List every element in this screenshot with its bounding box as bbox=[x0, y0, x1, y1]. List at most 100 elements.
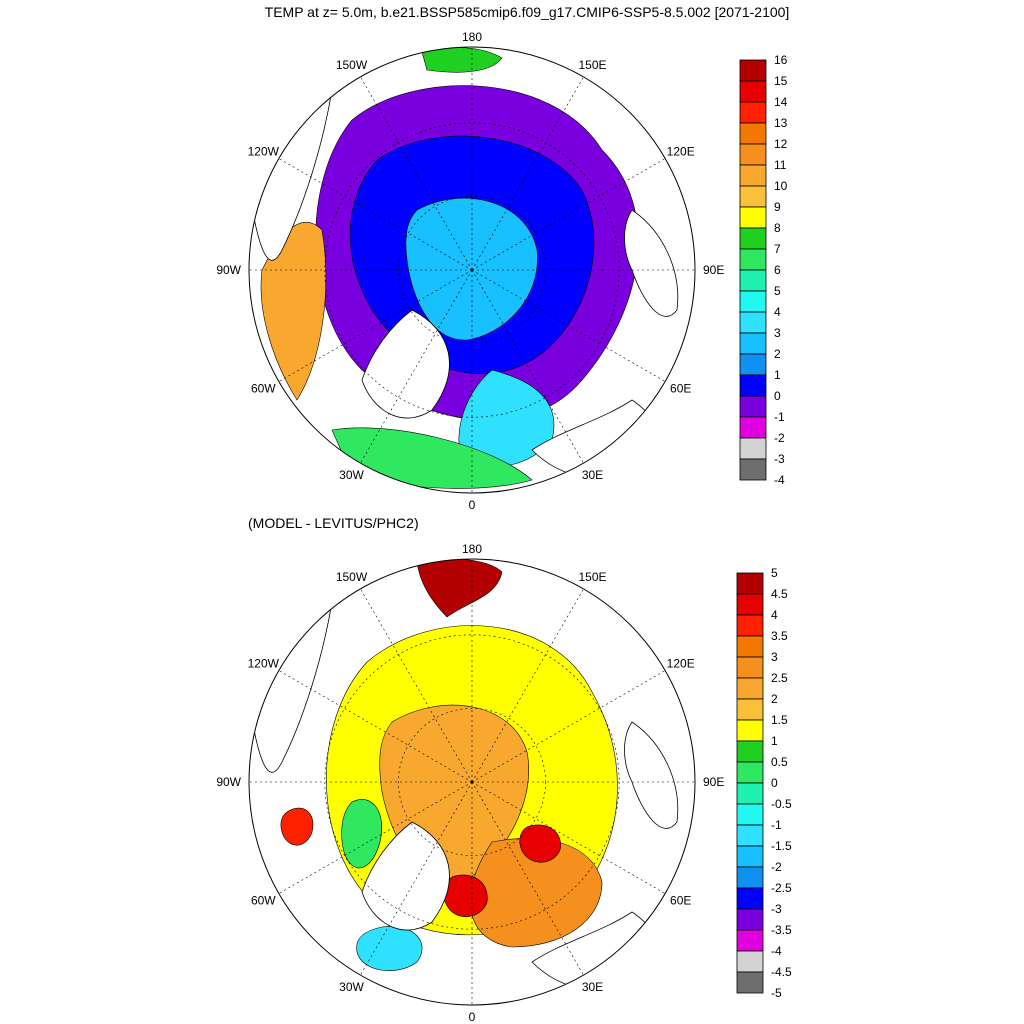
map-border bbox=[248, 46, 696, 494]
colorbar-box bbox=[739, 248, 767, 271]
colorbar-label: 3.5 bbox=[771, 629, 788, 643]
meridian-210 bbox=[360, 76, 473, 271]
colorbar-box bbox=[736, 971, 764, 994]
colorbar-box bbox=[739, 395, 767, 418]
colorbar-label: -3.5 bbox=[771, 923, 792, 937]
colorbar-box bbox=[736, 845, 764, 868]
region-canadian-archipelago bbox=[341, 799, 382, 869]
colorbar-label: 4 bbox=[774, 305, 781, 319]
colorbar-label: 2 bbox=[771, 692, 778, 706]
colorbar-label: 15 bbox=[774, 74, 788, 88]
colorbar-label: 0 bbox=[774, 389, 781, 403]
lon-label-lower-left-outer: 30W bbox=[339, 468, 364, 482]
colorbar-label: 9 bbox=[774, 200, 781, 214]
colorbar-box bbox=[736, 866, 764, 889]
colorbar-label: 8 bbox=[774, 221, 781, 235]
colorbar-label: 7 bbox=[774, 242, 781, 256]
colorbar-label: -2 bbox=[771, 860, 782, 874]
land-1 bbox=[361, 821, 450, 931]
panel-top: TEMP at z= 5.0m, b.e21.BSSP585cmip6.f09_… bbox=[216, 4, 789, 512]
colorbar-box bbox=[736, 908, 764, 931]
meridian-120 bbox=[471, 158, 666, 271]
region-nordic-seas-south bbox=[260, 221, 327, 401]
colorbar-label: 10 bbox=[774, 179, 788, 193]
lon-label-upper-left-outer: 150W bbox=[336, 58, 368, 72]
colorbar-label: 4.5 bbox=[771, 587, 788, 601]
lon-label-upper-right-outer: 150E bbox=[578, 58, 606, 72]
meridian-120 bbox=[471, 670, 666, 783]
colorbar-box bbox=[736, 614, 764, 637]
colorbar-label: 13 bbox=[774, 116, 788, 130]
colorbar-label: -1.5 bbox=[771, 839, 792, 853]
map-area bbox=[249, 47, 695, 493]
colorbar-box bbox=[739, 143, 767, 166]
colorbar-label: 2 bbox=[774, 347, 781, 361]
colorbar-box bbox=[739, 332, 767, 355]
colorbar-box bbox=[739, 269, 767, 292]
colorbar-label: 6 bbox=[774, 263, 781, 277]
colorbar-label: 4 bbox=[771, 608, 778, 622]
colorbar-box bbox=[739, 416, 767, 439]
colorbar-label: -0.5 bbox=[771, 797, 792, 811]
colorbar-label: -5 bbox=[771, 986, 782, 1000]
region-kara-sea-hotspot bbox=[519, 824, 561, 863]
lon-label-lower-right-inner: 60E bbox=[670, 382, 691, 396]
land-3 bbox=[624, 721, 679, 829]
land-1 bbox=[361, 309, 450, 419]
lon-label-upper-left-inner: 120W bbox=[248, 145, 280, 159]
colorbar-box bbox=[736, 677, 764, 700]
colorbar-box bbox=[736, 824, 764, 847]
lon-label-lower-left-inner: 60W bbox=[251, 894, 276, 908]
colorbar-label: 1 bbox=[774, 368, 781, 382]
lon-label-upper-right-inner: 120E bbox=[667, 657, 695, 671]
meridian-330 bbox=[360, 781, 473, 976]
colorbar-box bbox=[736, 887, 764, 910]
colorbar-label: 0.5 bbox=[771, 755, 788, 769]
meridian-150 bbox=[471, 76, 584, 271]
lat-circle-0 bbox=[398, 196, 546, 344]
colorbar-label: -1 bbox=[774, 410, 785, 424]
meridian-300 bbox=[278, 269, 473, 382]
lon-label-lower-right-inner: 60E bbox=[670, 894, 691, 908]
lon-label-lower-left-outer: 30W bbox=[339, 980, 364, 994]
colorbar-label: 3 bbox=[774, 326, 781, 340]
colorbar-label: 3 bbox=[771, 650, 778, 664]
colorbar-box bbox=[736, 656, 764, 679]
meridian-60 bbox=[471, 781, 666, 894]
colorbar-box bbox=[736, 698, 764, 721]
colorbar-box bbox=[736, 761, 764, 784]
colorbar-label: -2.5 bbox=[771, 881, 792, 895]
lon-label-bottom: 0 bbox=[469, 1010, 476, 1024]
colorbar-box bbox=[736, 719, 764, 742]
colorbar-box bbox=[739, 185, 767, 208]
colorbar-box bbox=[736, 740, 764, 763]
colorbar-box bbox=[739, 290, 767, 313]
colorbar-box bbox=[736, 803, 764, 826]
colorbar-label: 16 bbox=[774, 53, 788, 67]
meridian-210 bbox=[360, 588, 473, 783]
region-greenland-coast bbox=[356, 925, 423, 971]
colorbar-label: -3 bbox=[774, 452, 785, 466]
lon-label-lower-right-outer: 30E bbox=[582, 468, 603, 482]
colorbar-label: 1 bbox=[771, 734, 778, 748]
colorbar-label: 2.5 bbox=[771, 671, 788, 685]
lat-circle-0 bbox=[398, 708, 546, 856]
lon-label-upper-left-outer: 150W bbox=[336, 570, 368, 584]
colorbar-label: -4.5 bbox=[771, 965, 792, 979]
colorbar-box bbox=[739, 353, 767, 376]
colorbar-box bbox=[736, 572, 764, 595]
colorbar-label: 14 bbox=[774, 95, 788, 109]
lon-label-lower-right-outer: 30E bbox=[582, 980, 603, 994]
lat-circle-1 bbox=[324, 634, 620, 930]
colorbar-box bbox=[739, 227, 767, 250]
land-3 bbox=[624, 209, 679, 317]
colorbar-box bbox=[739, 122, 767, 145]
lon-label-upper-right-outer: 150E bbox=[578, 570, 606, 584]
colorbar-label: 12 bbox=[774, 137, 788, 151]
lon-label-lower-left-inner: 60W bbox=[251, 382, 276, 396]
meridian-150 bbox=[471, 588, 584, 783]
colorbar-label: -4 bbox=[771, 944, 782, 958]
colorbar-box bbox=[739, 80, 767, 103]
lat-circle-1 bbox=[324, 122, 620, 418]
